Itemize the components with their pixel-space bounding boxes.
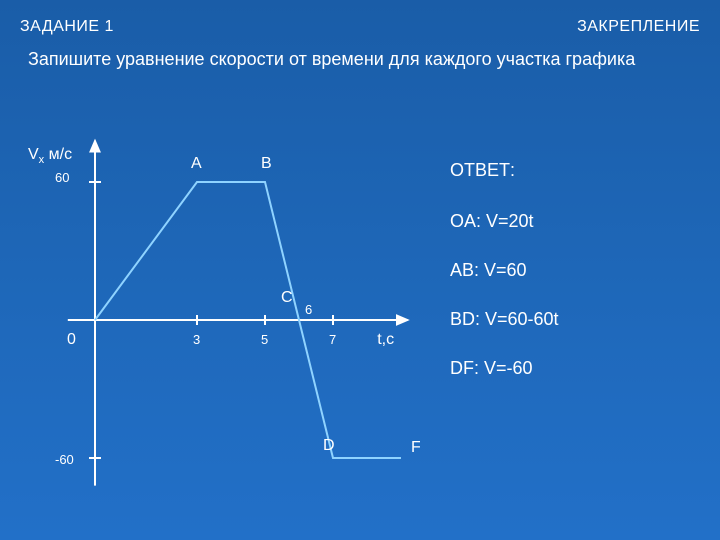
svg-text:0: 0 bbox=[67, 331, 76, 348]
svg-text:t,c: t,c bbox=[377, 331, 394, 348]
velocity-time-chart: 60-6035760Vx м/сt,cABCDF bbox=[20, 115, 420, 525]
svg-text:D: D bbox=[323, 437, 335, 454]
svg-text:C: C bbox=[281, 289, 293, 306]
answers-block: ОТВЕТ: OA: V=20t AB: V=60 BD: V=60-60t D… bbox=[450, 160, 559, 407]
svg-text:Vx м/с: Vx м/с bbox=[28, 146, 72, 166]
svg-text:B: B bbox=[261, 155, 272, 172]
svg-text:A: A bbox=[191, 155, 202, 172]
svg-text:5: 5 bbox=[261, 332, 268, 347]
answer-line: AB: V=60 bbox=[450, 260, 559, 281]
answers-heading: ОТВЕТ: bbox=[450, 160, 559, 181]
chart-svg: 60-6035760Vx м/сt,cABCDF bbox=[20, 115, 420, 525]
task-number: ЗАДАНИЕ 1 bbox=[20, 18, 114, 36]
svg-text:F: F bbox=[411, 439, 420, 456]
svg-text:3: 3 bbox=[193, 332, 200, 347]
section-label: ЗАКРЕПЛЕНИЕ bbox=[577, 18, 700, 36]
question-text: Запишите уравнение скорости от времени д… bbox=[28, 48, 660, 71]
answer-line: OA: V=20t bbox=[450, 211, 559, 232]
svg-text:6: 6 bbox=[305, 302, 312, 317]
svg-text:7: 7 bbox=[329, 332, 336, 347]
answer-line: BD: V=60-60t bbox=[450, 309, 559, 330]
svg-text:-60: -60 bbox=[55, 452, 74, 467]
svg-text:60: 60 bbox=[55, 170, 69, 185]
answer-line: DF: V=-60 bbox=[450, 358, 559, 379]
